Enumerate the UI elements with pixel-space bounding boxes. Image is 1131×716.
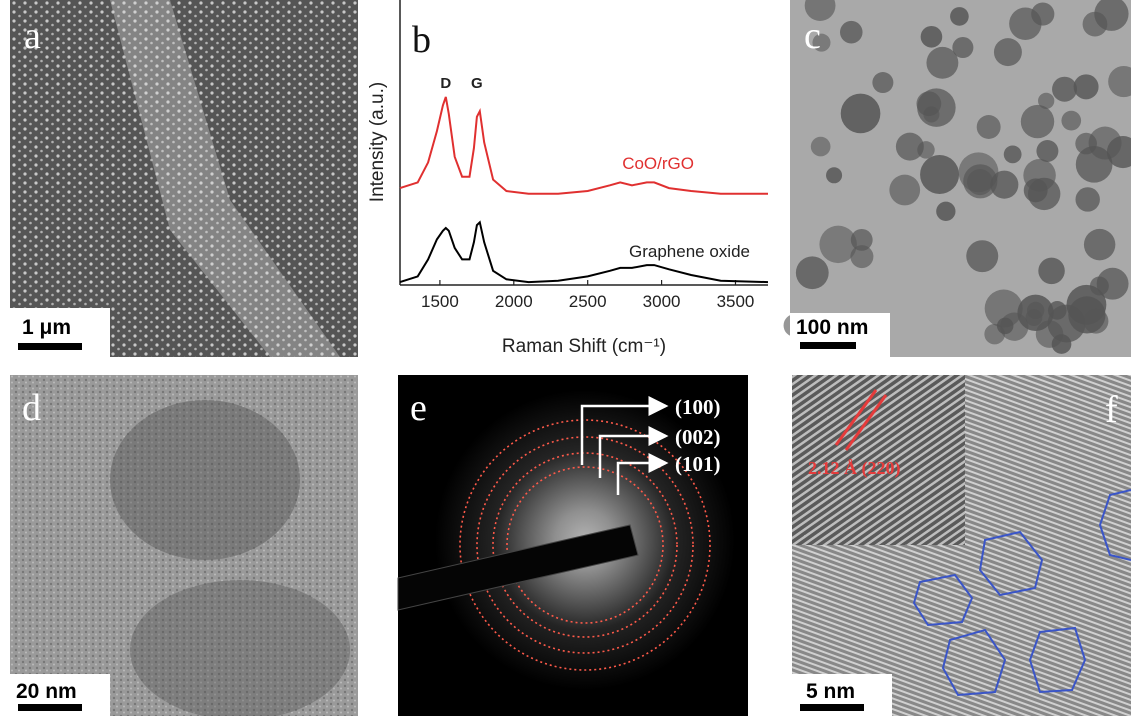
nanoparticle — [1004, 145, 1022, 163]
nanoparticle — [1075, 187, 1099, 211]
x-tick-label: 1500 — [421, 292, 459, 311]
y-axis-title: Intensity (a.u.) — [367, 82, 388, 202]
nanoparticle — [966, 240, 998, 272]
plane-label: (002) — [675, 425, 721, 449]
scale-text: 5 nm — [806, 680, 855, 703]
nanoparticle — [920, 155, 959, 194]
nanoparticle — [1023, 159, 1056, 192]
panel-f: 2.12 Å (220) f 5 nm — [792, 375, 1131, 716]
panel-label: f — [1105, 389, 1118, 431]
nanoparticle — [896, 133, 924, 161]
nanoparticle — [811, 137, 831, 157]
series-label: CoO/rGO — [622, 154, 694, 173]
panel-label: a — [24, 15, 41, 57]
nanoparticle — [1074, 74, 1099, 99]
x-axis-title: Raman Shift (cm⁻¹) — [502, 336, 666, 357]
nanoparticle — [1052, 334, 1072, 354]
nanoparticle — [936, 202, 955, 221]
nanoparticle — [1084, 229, 1115, 260]
nanoparticle — [959, 152, 999, 192]
x-tick-label: 2500 — [569, 292, 607, 311]
nanoparticle — [1061, 111, 1081, 131]
nanoparticle — [1038, 258, 1064, 284]
x-tick-label: 3000 — [643, 292, 681, 311]
nanoparticle — [921, 26, 943, 48]
nanoparticle — [1031, 2, 1054, 25]
x-tick-label: 3500 — [717, 292, 755, 311]
panel-label: e — [410, 387, 427, 429]
nanoparticle — [796, 256, 829, 289]
nanoparticle — [977, 115, 1001, 139]
scale-text: 20 nm — [16, 680, 77, 703]
nanoparticle — [889, 175, 920, 206]
nanoparticle — [984, 324, 1005, 345]
panel-c: c 100 nm — [784, 0, 1131, 357]
nanoparticle — [841, 94, 881, 134]
nanoparticle — [1036, 140, 1058, 162]
panel-d: d 20 nm — [10, 375, 358, 716]
peak-label: D — [440, 75, 451, 92]
figure: a 1 μm b Intensity (a.u.) Raman Shift (c… — [0, 0, 1131, 716]
nanoparticle — [985, 290, 1023, 328]
panel-b: b Intensity (a.u.) Raman Shift (cm⁻¹) 15… — [367, 0, 768, 357]
panel-label: d — [22, 387, 41, 429]
nanoparticle — [994, 38, 1022, 66]
nanoparticle — [923, 106, 939, 122]
scale-bar — [18, 343, 82, 350]
nanoparticle — [872, 72, 893, 93]
particle — [130, 580, 350, 716]
nanoparticle — [950, 7, 969, 26]
spectrum-line — [400, 97, 768, 194]
panel-label: b — [412, 19, 431, 61]
plane-label: (100) — [675, 395, 721, 419]
panel-label: c — [804, 15, 821, 57]
nanoparticle — [1075, 133, 1097, 155]
nanoparticle — [1052, 77, 1077, 102]
nanoparticle — [851, 229, 873, 251]
nanoparticle — [1097, 268, 1129, 300]
nanoparticle — [840, 21, 863, 44]
peak-label: G — [471, 75, 483, 92]
nanoparticle — [1017, 295, 1053, 331]
x-tick-label: 2000 — [495, 292, 533, 311]
series-label: Graphene oxide — [629, 242, 750, 261]
plane-label: (101) — [675, 452, 721, 476]
scale-bar — [800, 704, 864, 711]
scale-text: 1 μm — [22, 316, 71, 339]
scale-text: 100 nm — [796, 316, 868, 339]
scale-bar — [800, 342, 856, 349]
nanoparticle — [952, 37, 973, 58]
nanoparticle — [826, 167, 842, 183]
scale-bar — [18, 704, 82, 711]
panel-e: (100) (002) (101) e — [398, 375, 748, 716]
nanoparticle — [1021, 105, 1054, 138]
inset-annotation: 2.12 Å (220) — [808, 458, 901, 479]
particle — [110, 400, 300, 560]
panel-a: a 1 μm — [10, 0, 358, 357]
